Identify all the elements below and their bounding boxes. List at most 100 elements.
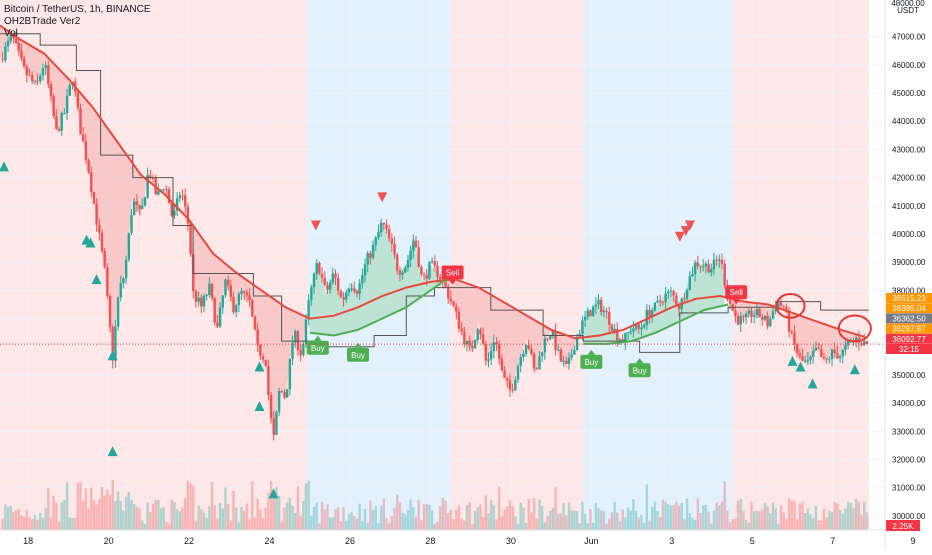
volume-bar [425,504,428,530]
volume-bar [699,513,702,530]
candle-body [683,298,686,300]
candle-body [750,310,753,317]
bull-cloud-fill [309,222,443,336]
candle-body [809,356,812,360]
volume-bar [47,488,50,530]
volume-bar [487,513,490,530]
candle-body [777,302,780,308]
volume-bar [863,501,866,530]
candle-body [422,274,426,276]
volume-bar [739,498,742,530]
price-label-box [886,313,932,324]
volume-bar [12,511,15,530]
buy-signal[interactable]: Buy [347,342,370,362]
candle-body [838,356,842,359]
volume-bar [836,503,839,530]
volume-bar [122,510,125,530]
volume-bar [358,503,361,530]
volume-bar [401,513,404,530]
volume-bar [41,517,45,530]
volume-bar [436,521,439,530]
price-tick-label: 44000.00 [892,117,926,126]
candle-body [481,334,485,344]
candle-body [562,360,565,362]
candle-body [4,46,7,61]
volume-bar [143,523,147,530]
signal-label: Sell [446,268,460,277]
candle-body [412,240,415,251]
volume-bar [476,506,479,530]
candle-body [667,291,670,294]
volume-bar [173,501,176,530]
volume-bar [637,517,640,530]
candle-body [114,326,117,361]
candle-body [108,296,112,328]
candle-body [557,349,560,351]
candle-body [355,291,359,294]
volume-bar [229,521,233,530]
volume-bar [734,518,737,530]
sell-signal[interactable]: Sell [441,265,464,285]
price-tick-label: 35000.00 [892,371,926,380]
volume-bar [138,508,141,530]
up-triangle-marker [254,400,265,411]
legend-indicator[interactable]: OH2BTrade Ver2 [4,16,81,27]
candle-body [812,350,815,357]
buy-signal[interactable]: Buy [628,358,651,378]
price-tick-label: 45000.00 [892,89,926,98]
candle-body [49,84,53,97]
volume-bar [530,513,533,530]
candle-body [186,206,190,224]
candle-body [586,310,589,317]
candle-body [798,353,802,357]
volume-bar [828,510,831,530]
volume-bar [280,521,284,530]
candle-body [387,229,391,239]
volume-bar [481,516,485,530]
candle-body [613,328,616,332]
candle-body [336,277,340,291]
candle-body [393,243,396,255]
legend-volume[interactable]: Vol [4,28,18,39]
volume-bar [377,523,380,530]
volume-bar [854,499,858,530]
candle-body [640,327,643,330]
candle-body [68,84,71,96]
candle-body [240,291,243,294]
volume-bar [712,510,716,530]
candle-body [259,344,262,357]
sell-signal[interactable]: Sell [725,285,748,305]
candle-body [489,351,493,360]
volume-bar [742,510,745,530]
signal-pointer [587,349,596,355]
volume-bar [651,506,654,530]
time-tick-label: 9 [911,536,916,546]
candle-body [374,237,377,245]
signal-box [441,265,464,280]
bull-ma-line [309,278,448,337]
legend-symbol[interactable]: Bitcoin / TetherUS, 1h, BINANCE [4,4,151,15]
candle-body [575,336,579,350]
candle-body [103,251,106,268]
volume-layer [1,480,869,530]
volume-bar [334,509,337,530]
candle-body [720,259,724,264]
buy-signal[interactable]: Buy [580,349,603,369]
volume-bar [28,516,31,530]
candle-body [167,189,171,204]
volume-bar [726,510,729,530]
volume-bar [605,523,608,530]
volume-bar [543,522,547,530]
candle-body [414,240,418,248]
volume-bar [669,505,673,530]
candle-body [20,50,23,59]
signal-label: Buy [351,351,365,360]
volume-bar [291,505,294,530]
up-triangle-marker [787,355,798,366]
volume-bar [691,517,694,530]
volume-bar [57,521,61,530]
time-tick-label: Jun [584,536,599,546]
volume-bar [170,499,173,530]
